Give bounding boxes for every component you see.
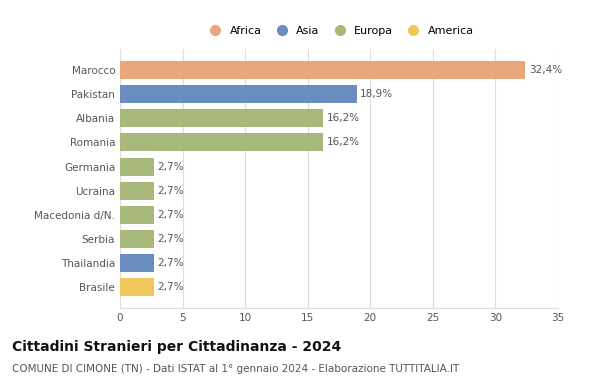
Bar: [120, 61, 526, 79]
Text: Cittadini Stranieri per Cittadinanza - 2024: Cittadini Stranieri per Cittadinanza - 2…: [12, 340, 341, 355]
Text: 16,2%: 16,2%: [326, 138, 359, 147]
Text: COMUNE DI CIMONE (TN) - Dati ISTAT al 1° gennaio 2024 - Elaborazione TUTTITALIA.: COMUNE DI CIMONE (TN) - Dati ISTAT al 1°…: [12, 364, 459, 374]
Text: 32,4%: 32,4%: [529, 65, 562, 75]
Bar: [120, 158, 154, 176]
Bar: [120, 182, 154, 200]
Bar: [120, 109, 323, 127]
Bar: [120, 254, 154, 272]
Bar: [120, 85, 356, 103]
Bar: [120, 133, 323, 152]
Text: 16,2%: 16,2%: [326, 113, 359, 124]
Bar: [120, 206, 154, 224]
Bar: [120, 230, 154, 248]
Text: 2,7%: 2,7%: [158, 210, 184, 220]
Text: 2,7%: 2,7%: [158, 186, 184, 196]
Text: 18,9%: 18,9%: [360, 89, 394, 99]
Legend: Africa, Asia, Europa, America: Africa, Asia, Europa, America: [200, 21, 478, 40]
Text: 2,7%: 2,7%: [158, 234, 184, 244]
Text: 2,7%: 2,7%: [158, 282, 184, 292]
Text: 2,7%: 2,7%: [158, 162, 184, 171]
Text: 2,7%: 2,7%: [158, 258, 184, 268]
Bar: [120, 278, 154, 296]
